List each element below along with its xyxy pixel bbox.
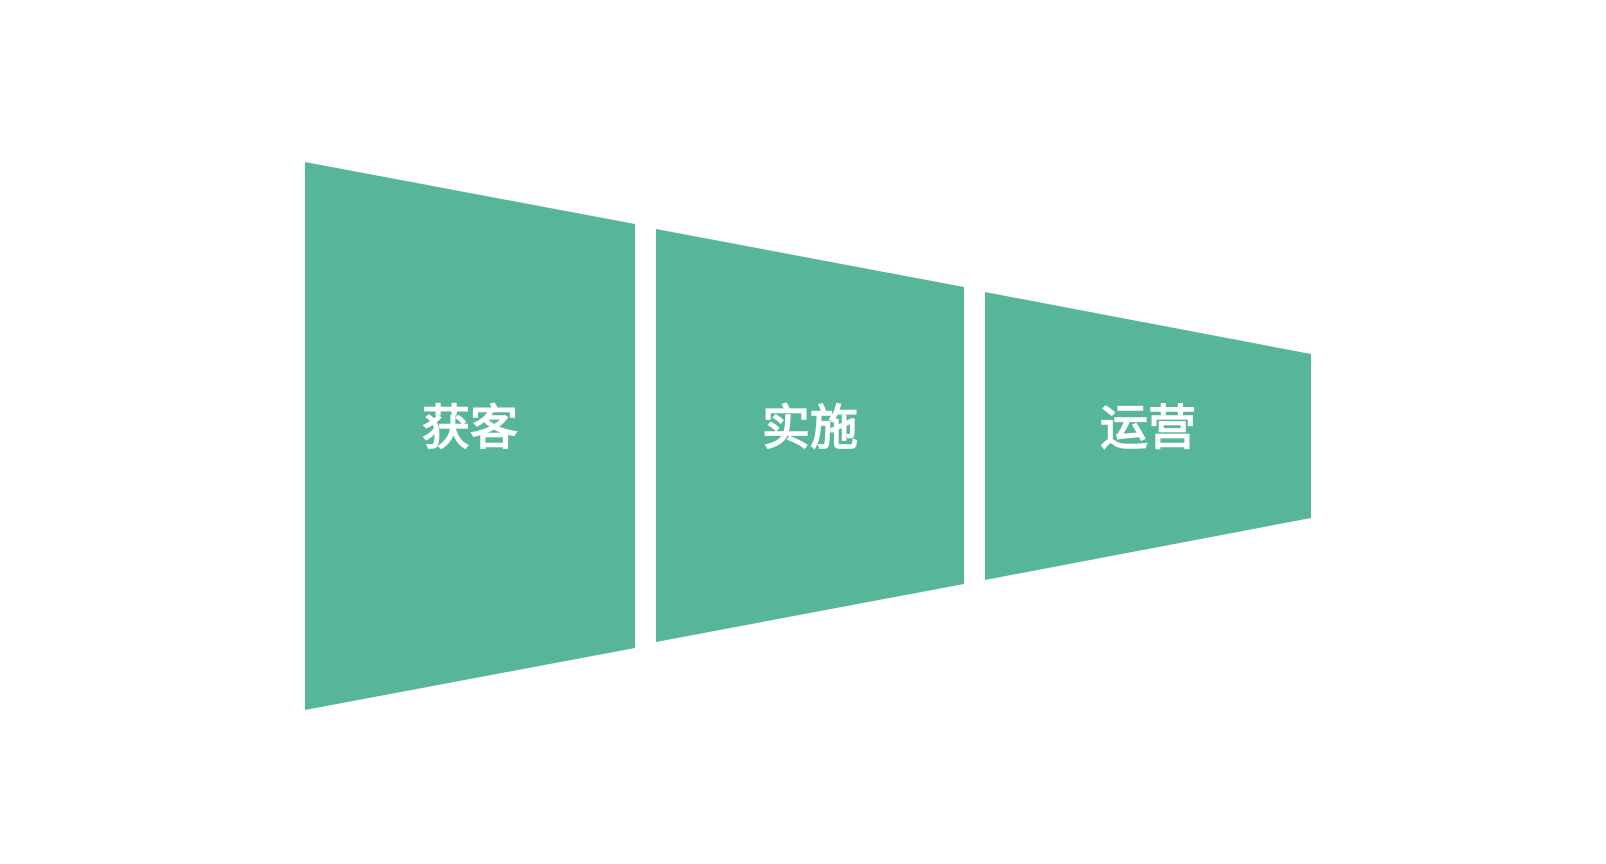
funnel-stage-2-label: 实施 [762, 400, 858, 456]
funnel-stage-1-label: 获客 [422, 400, 518, 456]
funnel-stage-3: 运营 [985, 292, 1311, 580]
funnel-stage-2: 实施 [656, 229, 964, 642]
funnel-stage-2-shape [656, 229, 964, 642]
funnel-stage-1: 获客 [305, 162, 635, 710]
funnel-stage-3-shape [985, 292, 1311, 580]
funnel-stage-1-shape [305, 162, 635, 710]
funnel-stage-3-label: 运营 [1100, 400, 1196, 456]
